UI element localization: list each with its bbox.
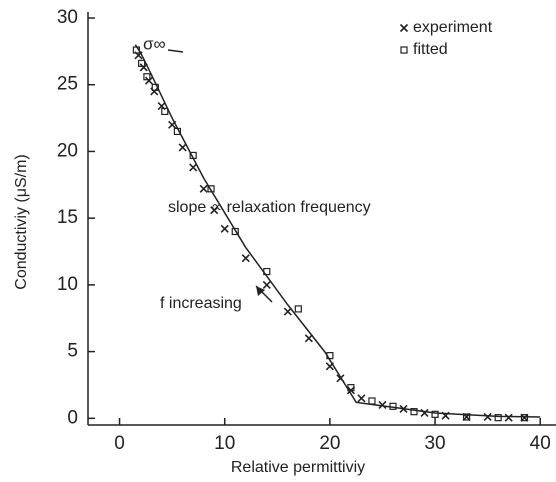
- arrow-head: [256, 286, 265, 296]
- x-tick-label: 20: [319, 433, 340, 454]
- point: [483, 412, 492, 422]
- point: [283, 307, 292, 316]
- point: [144, 76, 154, 85]
- x-axis-label: Relative permittiviy: [231, 459, 365, 476]
- y-tick-label: 30: [57, 7, 78, 28]
- point: [410, 408, 418, 416]
- point: [494, 414, 502, 422]
- point: [178, 143, 187, 152]
- point: [357, 394, 366, 403]
- annotation-dash: [167, 49, 184, 53]
- point: [378, 400, 387, 410]
- y-tick-label: 15: [57, 207, 78, 228]
- y-tick-label: 5: [67, 341, 78, 362]
- legend-label: fitted: [413, 41, 448, 58]
- point: [520, 413, 529, 422]
- annotation: slope ∝ relaxation frequency: [168, 199, 371, 216]
- annotation: f increasing: [160, 295, 242, 312]
- y-axis-label: Conductiviy (μS/m): [13, 154, 30, 289]
- point: [504, 413, 513, 422]
- legend-marker: [400, 46, 408, 54]
- point: [138, 59, 146, 67]
- point: [189, 163, 198, 172]
- point: [431, 410, 439, 418]
- point: [294, 305, 302, 313]
- x-tick-label: 0: [114, 433, 125, 454]
- legend-label: experiment: [413, 19, 493, 36]
- point: [520, 414, 529, 422]
- point: [210, 206, 219, 215]
- point: [231, 227, 239, 236]
- y-tick-label: 20: [57, 140, 78, 161]
- y-tick-label: 25: [57, 74, 78, 95]
- point: [262, 280, 271, 289]
- annotation: σ∞: [143, 34, 166, 53]
- y-tick-label: 0: [67, 407, 78, 428]
- legend-marker: [399, 23, 409, 33]
- point: [199, 184, 208, 193]
- point: [241, 254, 250, 263]
- fit-line: [134, 44, 541, 418]
- point: [220, 224, 229, 233]
- point: [304, 334, 313, 343]
- x-tick-label: 40: [530, 433, 551, 454]
- point: [161, 107, 169, 116]
- x-tick-label: 10: [214, 433, 235, 454]
- point: [368, 397, 376, 405]
- point: [143, 73, 151, 81]
- x-tick-label: 30: [424, 433, 445, 454]
- y-tick-label: 10: [57, 274, 78, 295]
- point: [207, 185, 215, 193]
